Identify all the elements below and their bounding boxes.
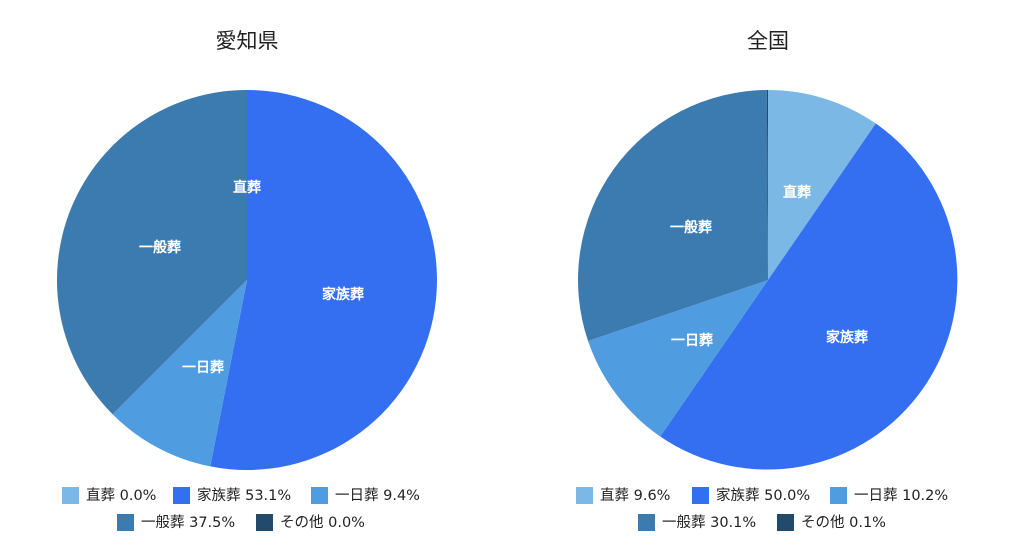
- pie-slices: [577, 89, 958, 470]
- chart-title: 全国: [747, 29, 789, 53]
- legend-entry: 直葬 0.0%: [86, 487, 156, 504]
- legend-swatch: [692, 487, 709, 504]
- slice-label: 一般葬: [139, 239, 181, 256]
- chart-legend: 直葬 9.6% 家族葬 50.0% 一日葬 10.2% 一般葬 30.1% その他 0.…: [576, 487, 948, 531]
- pie-slice-一般葬: [577, 90, 768, 341]
- pie-slice-一日葬: [112, 280, 248, 467]
- slice-label: 一日葬: [671, 332, 713, 349]
- pie-slices: [57, 90, 437, 470]
- slice-label: 家族葬: [322, 286, 364, 303]
- pie-slice-直葬: [768, 90, 876, 280]
- slice-label: 家族葬: [826, 329, 868, 346]
- legend-swatch: [576, 487, 593, 504]
- pie-chart-aichi: 愛知県 直葬家族葬一日葬 一般葬 直葬 0.0% 家族葬 53.1% 一日葬 9.4%…: [57, 29, 437, 531]
- pie-slice-家族葬: [660, 123, 958, 470]
- legend-swatch: [830, 487, 847, 504]
- slice-label: 直葬: [233, 179, 261, 196]
- pie-slice-一日葬: [588, 280, 768, 437]
- legend-swatch: [777, 514, 794, 531]
- legend-entry: 家族葬 53.1%: [197, 487, 291, 504]
- legend-entry: その他 0.0%: [280, 514, 365, 531]
- slice-label: 一日葬: [182, 359, 224, 376]
- legend-entry: その他 0.1%: [801, 514, 886, 531]
- pie-chart-national: 全国 直葬家族葬 一日葬 一般葬 直葬 9.6% 家族葬 50.0% 一日葬 10.2%…: [512, 0, 1024, 560]
- chart-legend: 直葬 0.0% 家族葬 53.1% 一日葬 9.4% 一般葬 37.5% その他 0.0…: [62, 487, 420, 531]
- legend-swatch: [62, 487, 79, 504]
- legend-entry: 一般葬 37.5%: [141, 514, 235, 531]
- legend-swatch: [256, 514, 273, 531]
- pie-slice-家族葬: [210, 90, 437, 470]
- legend-swatch: [117, 514, 134, 531]
- legend-entry: 一日葬 10.2%: [854, 487, 948, 504]
- chart-title: 愛知県: [216, 29, 279, 53]
- pie-slice-一般葬: [57, 90, 247, 415]
- legend-swatch: [173, 487, 190, 504]
- legend-entry: 家族葬 50.0%: [716, 487, 810, 504]
- legend-swatch: [638, 514, 655, 531]
- legend-entry: 直葬 9.6%: [600, 487, 670, 504]
- legend-entry: 一般葬 30.1%: [662, 514, 756, 531]
- legend-swatch: [311, 487, 328, 504]
- legend-entry: 一日葬 9.4%: [335, 487, 420, 504]
- slice-label: 直葬: [783, 184, 811, 201]
- slice-label: 一般葬: [670, 219, 712, 236]
